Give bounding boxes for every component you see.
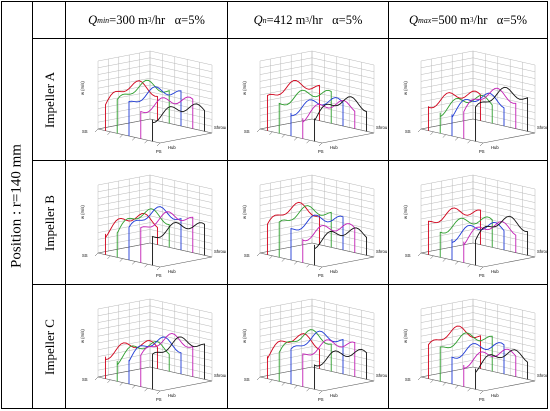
velocity-3d-plot: w (m/s) SS PS Hub Shroud: [80, 298, 226, 402]
svg-text:Shroud: Shroud: [537, 125, 547, 130]
plot-impeller-a-qmin: w (m/s) SS PS Hub Shroud: [66, 39, 226, 159]
svg-text:w (m/s): w (m/s): [80, 81, 85, 95]
svg-text:w (m/s): w (m/s): [403, 81, 408, 95]
svg-text:Hub: Hub: [168, 269, 176, 274]
svg-text:Shroud: Shroud: [376, 249, 387, 254]
svg-text:Shroud: Shroud: [537, 373, 547, 378]
plot-impeller-c-qmin: w (m/s) SS PS Hub Shroud: [66, 285, 226, 407]
svg-text:Shroud: Shroud: [537, 249, 547, 254]
divider: [32, 160, 547, 161]
divider: [32, 284, 547, 285]
svg-text:w (m/s): w (m/s): [242, 81, 247, 95]
divider: [65, 2, 66, 408]
svg-text:SS: SS: [244, 253, 250, 258]
svg-text:SS: SS: [82, 129, 88, 134]
plot-impeller-b-qmin: w (m/s) SS PS Hub Shroud: [66, 161, 226, 283]
svg-text:w (m/s): w (m/s): [242, 329, 247, 343]
svg-text:Hub: Hub: [330, 393, 338, 398]
svg-text:SS: SS: [244, 129, 250, 134]
velocity-3d-plot: w (m/s) SS PS Hub Shroud: [403, 50, 547, 154]
svg-text:PS: PS: [318, 149, 324, 154]
svg-text:SS: SS: [405, 377, 411, 382]
svg-text:w (m/s): w (m/s): [403, 205, 408, 219]
plot-impeller-a-qn: w (m/s) SS PS Hub Shroud: [228, 39, 387, 159]
position-label: Position : r=140 mm: [8, 144, 25, 268]
svg-text:Hub: Hub: [330, 145, 338, 150]
svg-text:PS: PS: [156, 273, 162, 278]
svg-text:w (m/s): w (m/s): [80, 205, 85, 219]
svg-text:PS: PS: [479, 273, 485, 278]
svg-text:w (m/s): w (m/s): [403, 329, 408, 343]
svg-text:w (m/s): w (m/s): [80, 329, 85, 343]
plot-impeller-c-qn: w (m/s) SS PS Hub Shroud: [228, 285, 387, 407]
svg-text:Shroud: Shroud: [214, 373, 226, 378]
svg-text:SS: SS: [405, 253, 411, 258]
svg-text:Shroud: Shroud: [214, 125, 226, 130]
row-label-impeller-b: Impeller B: [42, 194, 57, 251]
svg-text:Hub: Hub: [491, 145, 499, 150]
svg-text:Hub: Hub: [330, 269, 338, 274]
divider: [32, 38, 547, 39]
svg-text:Hub: Hub: [491, 393, 499, 398]
svg-text:PS: PS: [156, 397, 162, 402]
divider: [32, 2, 33, 408]
plot-impeller-b-qn: w (m/s) SS PS Hub Shroud: [228, 161, 387, 283]
plot-impeller-a-qmax: w (m/s) SS PS Hub Shroud: [389, 39, 547, 159]
velocity-3d-plot: w (m/s) SS PS Hub Shroud: [242, 174, 387, 278]
divider: [388, 2, 389, 408]
row-label-impeller-a: Impeller A: [42, 71, 57, 128]
svg-text:Hub: Hub: [168, 393, 176, 398]
svg-text:PS: PS: [156, 149, 162, 154]
svg-text:Shroud: Shroud: [376, 125, 387, 130]
svg-text:Shroud: Shroud: [214, 249, 226, 254]
row-label-impeller-c: Impeller C: [42, 318, 57, 375]
velocity-3d-plot: w (m/s) SS PS Hub Shroud: [80, 50, 226, 154]
svg-text:PS: PS: [318, 397, 324, 402]
svg-text:Shroud: Shroud: [376, 373, 387, 378]
svg-text:Hub: Hub: [491, 269, 499, 274]
velocity-3d-plot: w (m/s) SS PS Hub Shroud: [403, 298, 547, 402]
divider: [227, 2, 228, 408]
svg-text:w (m/s): w (m/s): [242, 205, 247, 219]
svg-text:SS: SS: [82, 253, 88, 258]
plot-impeller-c-qmax: w (m/s) SS PS Hub Shroud: [389, 285, 547, 407]
plot-impeller-b-qmax: w (m/s) SS PS Hub Shroud: [389, 161, 547, 283]
velocity-3d-plot: w (m/s) SS PS Hub Shroud: [403, 174, 547, 278]
velocity-3d-plot: w (m/s) SS PS Hub Shroud: [242, 50, 387, 154]
velocity-3d-plot: w (m/s) SS PS Hub Shroud: [242, 298, 387, 402]
velocity-3d-plot: w (m/s) SS PS Hub Shroud: [80, 174, 226, 278]
svg-text:SS: SS: [405, 129, 411, 134]
svg-text:SS: SS: [82, 377, 88, 382]
svg-text:Hub: Hub: [168, 145, 176, 150]
svg-text:PS: PS: [318, 273, 324, 278]
svg-text:SS: SS: [244, 377, 250, 382]
svg-text:PS: PS: [479, 149, 485, 154]
svg-text:PS: PS: [479, 397, 485, 402]
